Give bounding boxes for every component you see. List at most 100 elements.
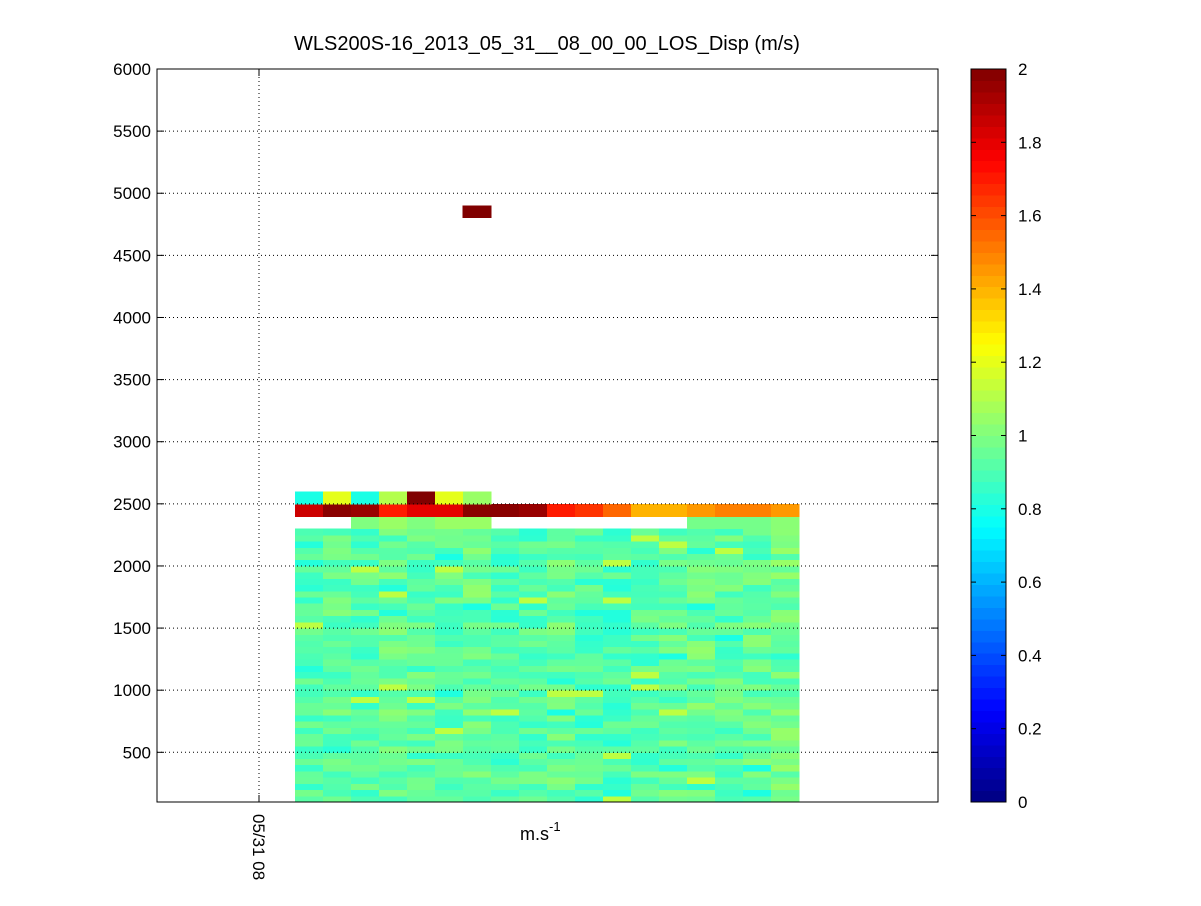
heatmap-cell	[407, 534, 436, 542]
heatmap-cell	[379, 789, 408, 797]
heatmap-cell	[379, 677, 408, 685]
heatmap-cell	[771, 739, 800, 747]
heatmap-cell	[407, 696, 436, 704]
heatmap-cell	[603, 646, 632, 654]
colorbar-segment	[971, 527, 1006, 540]
heatmap-cell	[379, 702, 408, 710]
heatmap-cell	[491, 565, 520, 573]
heatmap-cell	[463, 715, 492, 722]
heatmap-cell	[631, 708, 660, 716]
heatmap-cell	[407, 646, 436, 654]
heatmap-cell	[659, 739, 688, 747]
heatmap-cell	[771, 634, 800, 641]
heatmap-cell	[351, 708, 380, 716]
heatmap-cell	[295, 690, 324, 697]
heatmap-cell	[547, 640, 576, 648]
heatmap-cell	[631, 541, 660, 548]
heatmap-cell	[295, 659, 324, 666]
heatmap-cell	[631, 764, 660, 772]
heatmap-cell	[687, 783, 716, 791]
heatmap-cell	[407, 572, 436, 579]
heatmap-cell	[351, 696, 380, 704]
heatmap-cell	[295, 677, 324, 685]
heatmap-cell	[743, 777, 772, 784]
heatmap-cell	[491, 541, 520, 548]
heatmap-cell	[687, 715, 716, 722]
heatmap-cell	[463, 727, 492, 735]
heatmap-cell	[687, 683, 716, 691]
heatmap-cell	[323, 702, 352, 710]
colorbar-segment	[971, 263, 1006, 276]
heatmap-cell	[519, 696, 548, 704]
colorbar-tick-label: 1	[1018, 427, 1027, 446]
heatmap-cell	[687, 578, 716, 586]
heatmap-cell	[659, 671, 688, 679]
heatmap-cell	[295, 671, 324, 679]
heatmap-cell	[379, 659, 408, 666]
colorbar-segment	[971, 481, 1006, 494]
heatmap-cell	[463, 758, 492, 766]
heatmap-cell	[463, 628, 492, 635]
heatmap-cell	[295, 559, 324, 567]
heatmap-cell	[771, 516, 800, 530]
heatmap-cell	[351, 677, 380, 685]
heatmap-cell	[435, 634, 464, 641]
heatmap-cell	[547, 659, 576, 666]
heatmap-cell	[407, 764, 436, 772]
heatmap-cell	[631, 534, 660, 542]
heatmap-cell	[351, 746, 380, 753]
heatmap-cell	[631, 603, 660, 610]
heatmap-cell	[631, 646, 660, 654]
heatmap-cell	[379, 758, 408, 766]
heatmap-cell	[659, 752, 688, 760]
heatmap-cell	[631, 690, 660, 697]
heatmap-cell	[491, 547, 520, 555]
plot-frame	[156, 68, 939, 803]
heatmap-cell	[771, 652, 800, 660]
colorbar-tick-label: 0	[1018, 793, 1027, 812]
heatmap-cell	[379, 671, 408, 679]
heatmap-cell	[743, 752, 772, 760]
colorbar-segment	[971, 160, 1006, 173]
heatmap-cell	[603, 565, 632, 573]
colorbar-segment	[971, 229, 1006, 242]
heatmap-cell	[379, 708, 408, 716]
heatmap-cell	[659, 559, 688, 567]
heatmap-cell	[631, 677, 660, 685]
heatmap-cell	[575, 541, 604, 548]
colorbar-segment	[971, 687, 1006, 700]
heatmap-cell	[295, 683, 324, 691]
x-axis-label-superscript: -1	[549, 819, 561, 834]
heatmap-cell	[295, 541, 324, 548]
heatmap-cell	[491, 603, 520, 610]
heatmap-cell	[379, 503, 408, 517]
heatmap-cell	[351, 659, 380, 666]
colorbar-segment	[971, 721, 1006, 734]
heatmap-cell	[687, 603, 716, 610]
heatmap-cell	[743, 528, 772, 536]
heatmap-cell	[771, 528, 800, 536]
heatmap-cell	[351, 789, 380, 797]
colorbar-segment	[971, 767, 1006, 780]
heatmap-cell	[295, 615, 324, 623]
heatmap-cell	[435, 715, 464, 722]
y-tick-label: 4500	[113, 246, 151, 265]
heatmap-cell	[603, 547, 632, 555]
heatmap-cell	[687, 764, 716, 772]
heatmap-cell	[659, 565, 688, 573]
heatmap-cell	[631, 621, 660, 629]
heatmap-cell	[631, 715, 660, 722]
heatmap-cell	[435, 640, 464, 648]
y-tick-label: 500	[123, 743, 151, 762]
heatmap-cell	[435, 559, 464, 567]
heatmap-cell	[379, 752, 408, 760]
heatmap-cell	[491, 534, 520, 542]
heatmap-cell	[659, 715, 688, 722]
heatmap-cell	[519, 758, 548, 766]
heatmap-cell	[743, 578, 772, 586]
heatmap-cell	[659, 541, 688, 548]
heatmap-cell	[575, 646, 604, 654]
heatmap-cell	[575, 783, 604, 791]
heatmap-cell	[687, 634, 716, 641]
heatmap-cell	[323, 646, 352, 654]
